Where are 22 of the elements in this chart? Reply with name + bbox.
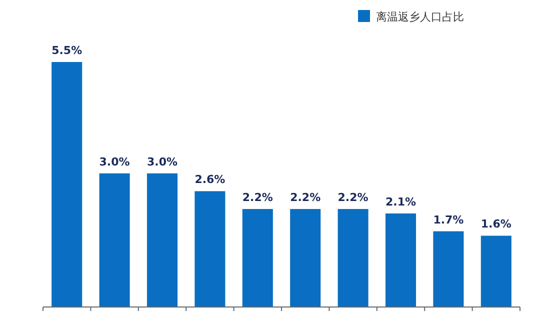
- bar: [480, 236, 512, 307]
- data-label: 1.6%: [480, 218, 512, 231]
- bar: [338, 209, 368, 307]
- bar: [433, 231, 464, 307]
- bar: [194, 191, 226, 307]
- bar: [99, 173, 130, 307]
- bar: [242, 209, 273, 307]
- data-label: 2.2%: [290, 191, 321, 204]
- legend-label: 离温返乡人口占比: [376, 10, 464, 24]
- data-label: 2.6%: [194, 173, 226, 186]
- legend: 离温返乡人口占比: [358, 10, 464, 24]
- data-label: 2.2%: [338, 191, 368, 204]
- data-label: 2.2%: [242, 191, 273, 204]
- data-label: 3.0%: [99, 155, 130, 168]
- data-label: 3.0%: [146, 155, 178, 168]
- data-label: 1.7%: [433, 213, 464, 226]
- bar: [52, 62, 82, 307]
- bar: [146, 173, 178, 307]
- bar: [385, 213, 416, 307]
- data-label: 2.1%: [385, 195, 416, 208]
- bar: [290, 209, 321, 307]
- data-label: 5.5%: [52, 44, 82, 57]
